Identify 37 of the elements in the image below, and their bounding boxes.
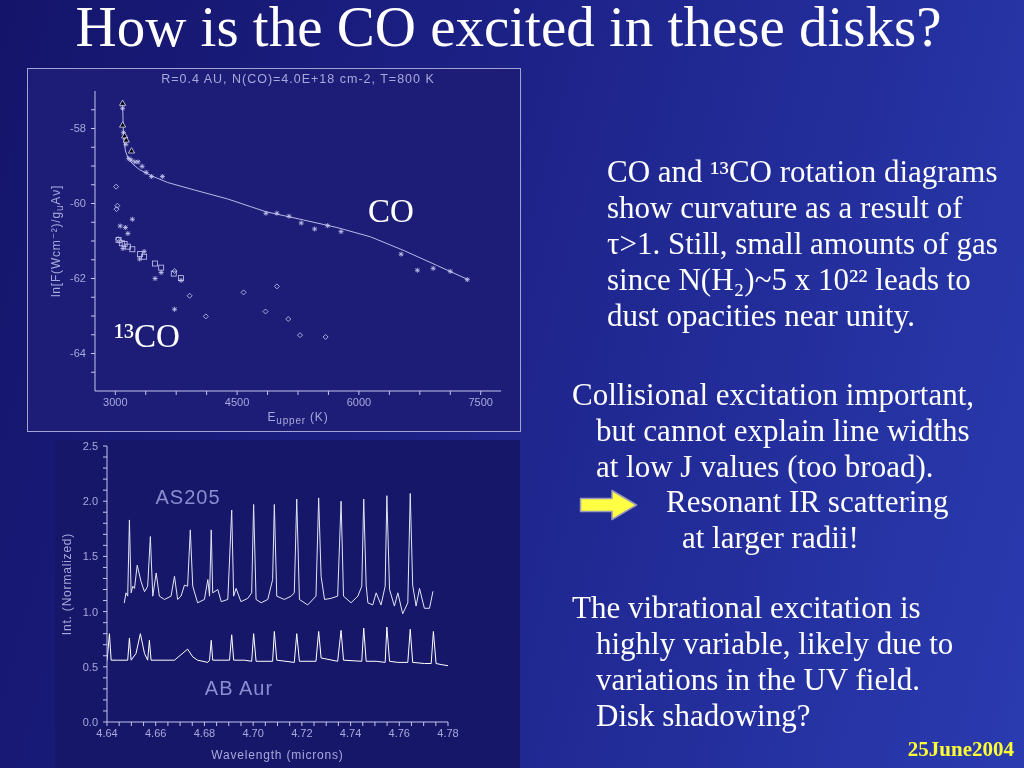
text: The vibrational excitation is highly variable, likely due to variations in the UV field. xyxy=(572,590,955,698)
annotation: AB Aur xyxy=(204,677,274,699)
x-tick-label: 4.76 xyxy=(388,726,410,739)
x-tick-label: 4.66 xyxy=(145,726,167,739)
x-axis-title: Wavelength (microns) xyxy=(210,748,345,762)
x-tick-label: 7500 xyxy=(468,395,493,408)
x-tick-label: 6000 xyxy=(346,395,372,408)
y-axis-title: Int. (Normalized) xyxy=(60,532,74,636)
text: 25June2004 xyxy=(906,736,1014,762)
x-tick-label: 4.70 xyxy=(242,726,264,739)
chart-title: R=0.4 AU, N(CO)=4.0E+18 cm-2, T=800 K xyxy=(160,72,436,86)
text: CO and ¹³CO rotation diagrams show curvature as a result of τ>1. Still, small amounts of gas since N(H₂)~5 x 10²² leads to dust opacities near unity. xyxy=(607,154,999,334)
y-tick-label: 0.5 xyxy=(82,660,98,673)
y-tick-label: 2.5 xyxy=(82,439,98,452)
x-axis-title: E$_{upper}$ (K) xyxy=(266,410,330,427)
y-tick-label: 1.5 xyxy=(82,550,98,563)
annotation: CO xyxy=(368,192,414,229)
annotation: AS205 xyxy=(155,486,221,508)
text: Collisional excitation important, but cannot explain line widths at low J values (too broad). xyxy=(572,377,976,485)
x-tick-label: 4.74 xyxy=(339,726,362,739)
annotation: ¹³CO xyxy=(114,317,180,354)
y-tick-label: 1.0 xyxy=(82,605,98,618)
y-tick-label: 0.0 xyxy=(82,715,98,728)
x-tick-label: 4.64 xyxy=(96,726,118,739)
x-tick-label: 4.78 xyxy=(437,726,459,739)
text: How is the CO excited in these disks? xyxy=(74,0,943,59)
y-tick-label: 2.0 xyxy=(82,495,98,508)
x-tick-label: 3000 xyxy=(103,395,128,408)
y-tick-label: -64 xyxy=(70,347,86,360)
text: Disk shadowing? xyxy=(596,698,812,734)
y-tick-label: -60 xyxy=(70,197,86,210)
x-tick-label: 4.72 xyxy=(291,726,313,739)
y-tick-label: -58 xyxy=(70,122,86,135)
x-tick-label: 4.68 xyxy=(193,726,216,739)
x-tick-label: 4500 xyxy=(224,395,250,408)
text: Resonant IR scattering at larger radii! xyxy=(666,484,950,556)
y-tick-label: -62 xyxy=(70,272,86,285)
